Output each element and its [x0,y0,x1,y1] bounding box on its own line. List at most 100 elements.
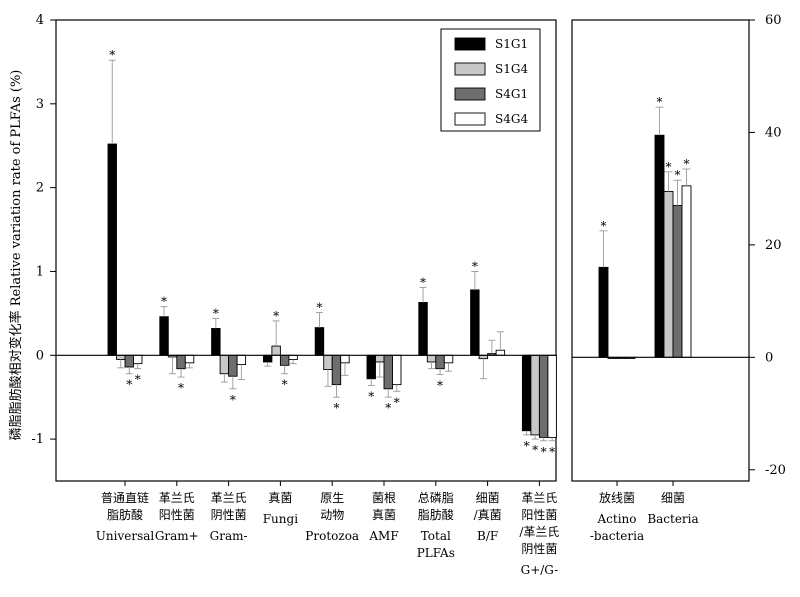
y-tick-label: -1 [31,432,44,447]
legend: S1G1 S1G4 S4G1 S4G4 [440,28,541,132]
bar [672,205,683,358]
category-label-zh: 真菌 [372,508,396,522]
significance-star: * [316,301,322,315]
legend-label: S1G1 [495,37,528,51]
bar [547,354,557,438]
significance-star: * [472,259,478,273]
legend-label: S4G1 [495,87,528,101]
bar [271,345,281,356]
bar [323,354,333,370]
significance-star: * [333,401,339,415]
significance-star: * [394,395,400,409]
category-label-zh: 普通直链 [101,490,149,505]
y-tick-label: 3 [36,97,44,112]
significance-star: * [135,373,141,387]
significance-star: * [126,378,132,392]
legend-swatch [454,112,486,126]
legend-label: S1G4 [495,62,528,76]
bar [495,349,506,356]
category-label-zh: 动物 [320,508,344,522]
bar [279,354,290,366]
significance-star: * [601,219,607,233]
bar [211,328,221,356]
category-label-zh: 放线菌 [599,490,635,505]
category-label-en: Fungi [263,512,298,526]
bar [392,354,402,386]
bar [654,134,665,358]
plot-frame [571,19,750,482]
significance-star: * [178,381,184,395]
significance-star: * [675,168,681,182]
significance-star: * [666,160,672,174]
bar [314,327,325,356]
bar [219,354,230,375]
bar [598,266,609,358]
bar [184,354,195,364]
category-label-en: Gram- [210,529,248,543]
category-label-en: Universal [96,529,155,543]
bar [228,354,238,377]
category-label-zh: 革兰氏 [521,491,557,505]
significance-star: * [368,389,374,403]
bar [426,354,437,363]
bar [133,354,143,365]
significance-star: * [657,95,663,109]
category-label-en: AMF [368,529,398,543]
y-tick-label: 40 [765,125,782,140]
significance-star: * [541,445,547,459]
significance-star: * [161,295,167,309]
bar [116,354,126,360]
category-label-zh: /革兰氏 [519,525,559,539]
bar [124,354,134,368]
bar [366,354,376,380]
significance-star: * [420,275,426,289]
category-label-zh: 细菌 [661,491,685,505]
legend-label: S4G4 [495,112,528,126]
category-label-zh: 阴性菌 [211,508,247,522]
bar [418,302,428,356]
bar [159,316,169,356]
bar [262,354,273,363]
category-label-en: Actino [597,512,637,526]
category-label-zh: 原生 [320,491,344,505]
bar [443,354,454,364]
significance-star: * [230,393,236,407]
category-label-zh: 阴性菌 [521,542,557,556]
y-tick-label: 20 [765,238,782,253]
plot-frame [55,19,557,482]
category-label-en: Protozoa [305,529,359,543]
bar [663,191,674,358]
bar [470,289,480,356]
category-label-zh: 脂肪酸 [418,507,454,522]
legend-swatch [454,37,486,51]
y-axis-label: 磷脂脂肪酸相对变化率 Relative variation rate of PL… [8,70,24,441]
category-label-en: -bacteria [590,529,644,543]
bar [530,354,540,436]
bar [236,354,247,365]
significance-star: * [437,379,443,393]
significance-star: * [213,306,219,320]
y-tick-label: 2 [36,181,44,196]
category-label-zh: 阳性菌 [159,508,195,522]
category-label-zh: 细菌 [476,491,500,505]
bar [340,354,350,364]
significance-star: * [549,445,555,459]
bar [383,354,393,390]
significance-star: * [684,157,690,171]
legend-swatch [454,62,486,76]
y-tick-label: 1 [36,264,44,279]
significance-star: * [385,401,391,415]
category-label-zh: 脂肪酸 [107,507,143,522]
category-label-zh: 革兰氏 [159,491,195,505]
right-panel: 6040200-20*放线菌Actino-bacteria****细菌Bacte… [571,13,786,543]
category-label-en: Bacteria [647,512,698,526]
significance-star: * [109,48,115,62]
bar [375,354,385,363]
bar [681,185,692,358]
significance-star: * [273,309,279,323]
category-label-zh: 总磷脂 [418,490,454,505]
category-label-zh: 革兰氏 [211,491,247,505]
category-label-en: Gram+ [155,529,199,543]
category-label-zh: 真菌 [268,491,292,505]
